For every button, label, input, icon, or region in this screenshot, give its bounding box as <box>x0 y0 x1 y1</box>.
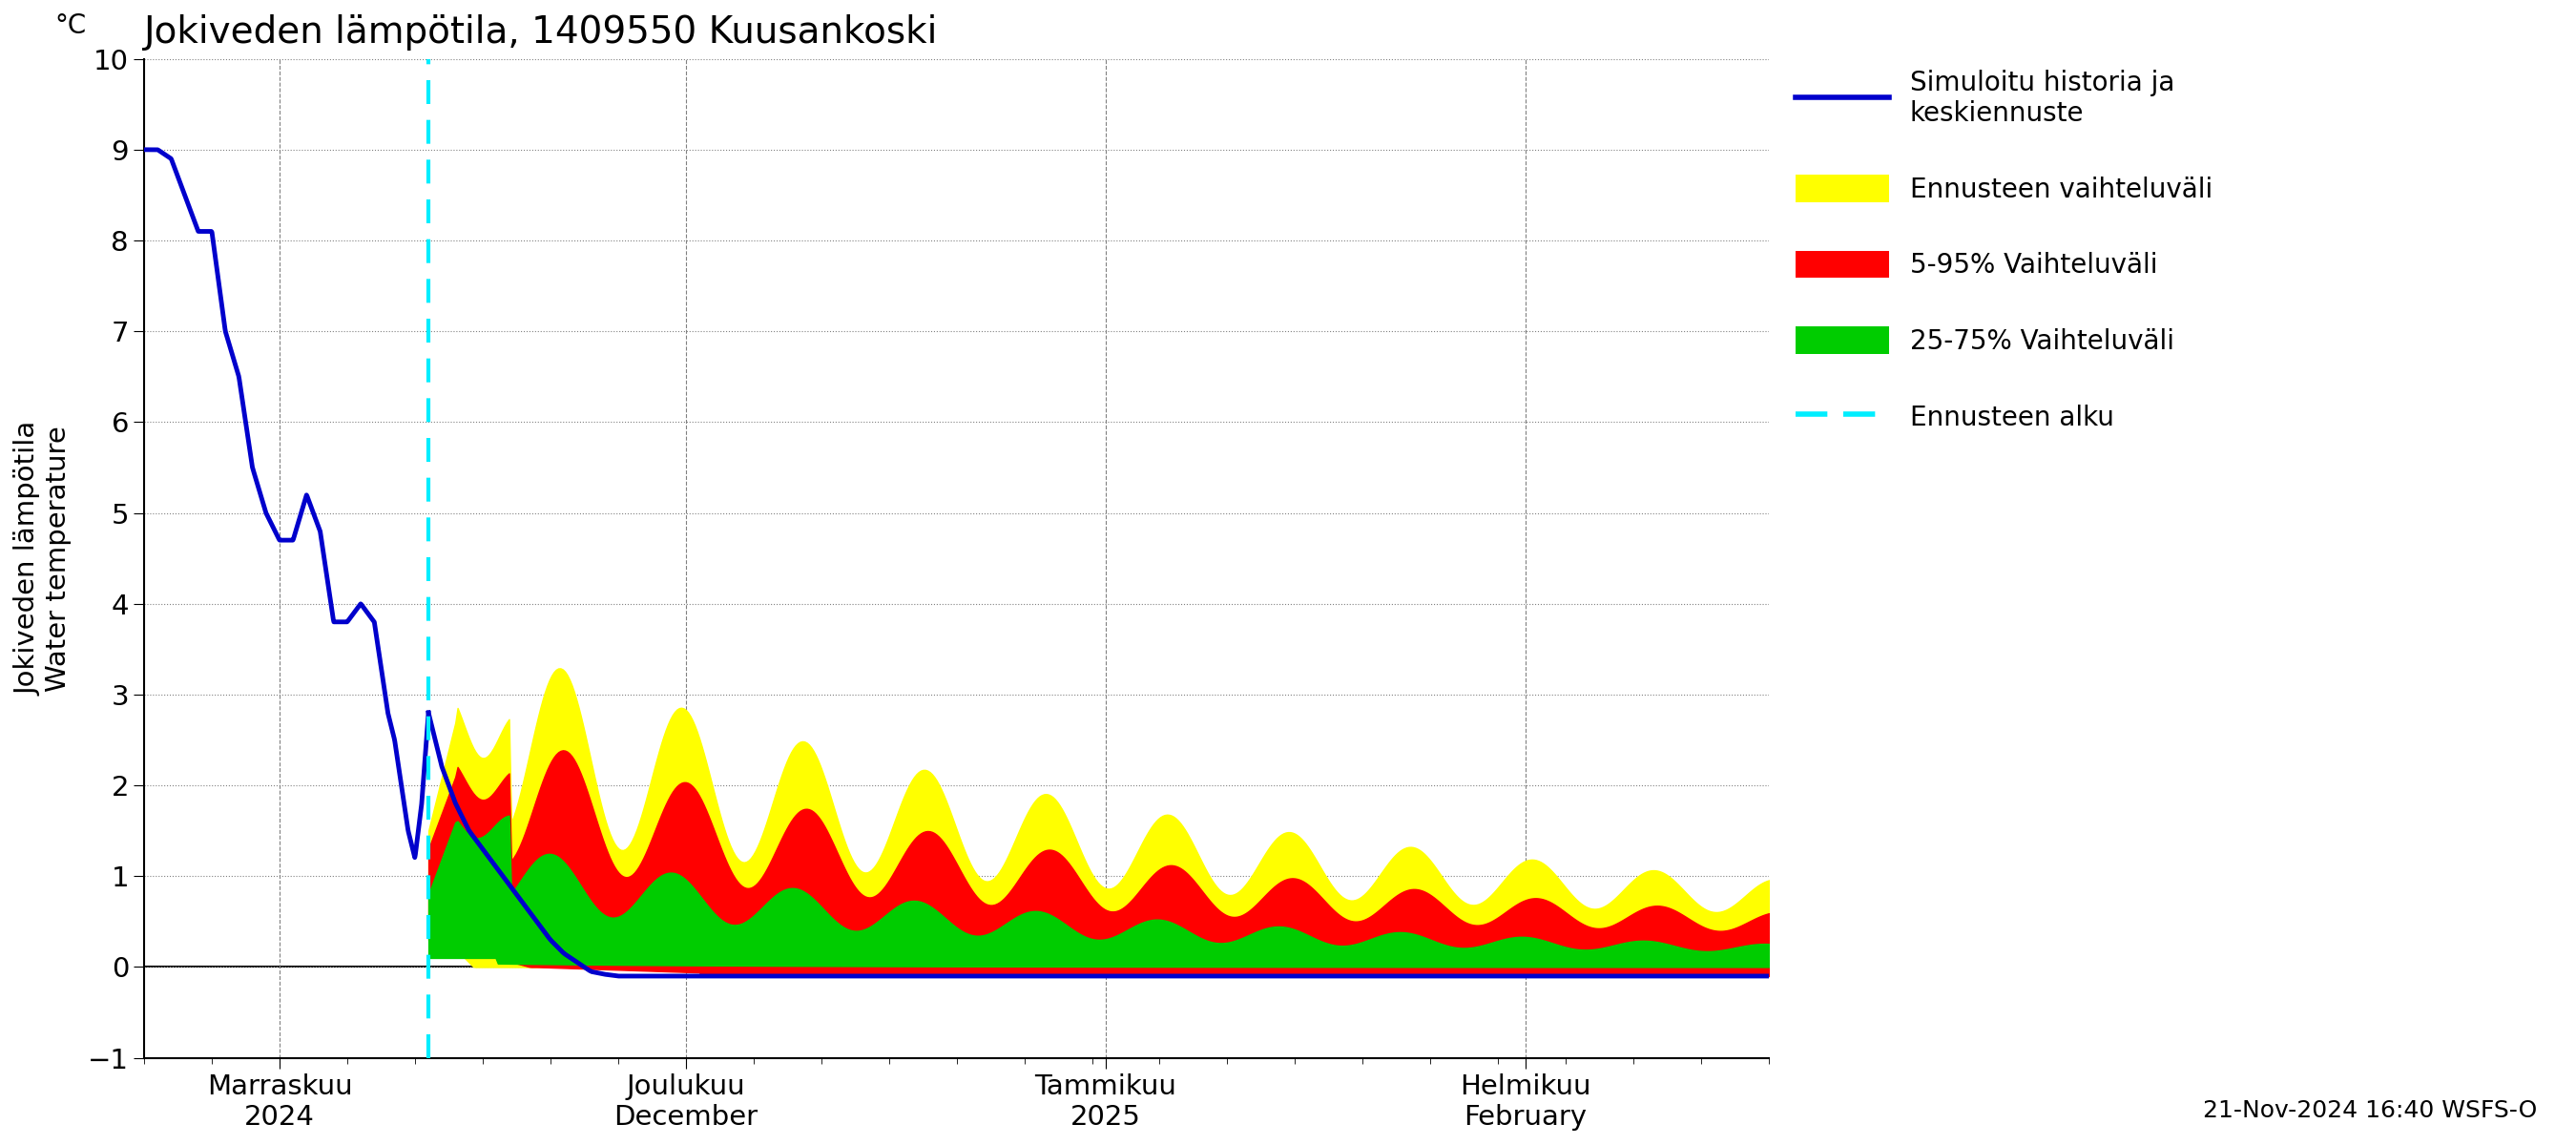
Text: °C: °C <box>54 13 88 39</box>
Text: Jokiveden lämpötila, 1409550 Kuusankoski: Jokiveden lämpötila, 1409550 Kuusankoski <box>144 14 938 50</box>
Legend: Simuloitu historia ja
keskiennuste, Ennusteen vaihteluväli, 5-95% Vaihteluväli, : Simuloitu historia ja keskiennuste, Ennu… <box>1785 58 2223 442</box>
Y-axis label: Jokiveden lämpötila
Water temperature: Jokiveden lämpötila Water temperature <box>15 421 72 695</box>
Text: 21-Nov-2024 16:40 WSFS-O: 21-Nov-2024 16:40 WSFS-O <box>2202 1099 2537 1122</box>
